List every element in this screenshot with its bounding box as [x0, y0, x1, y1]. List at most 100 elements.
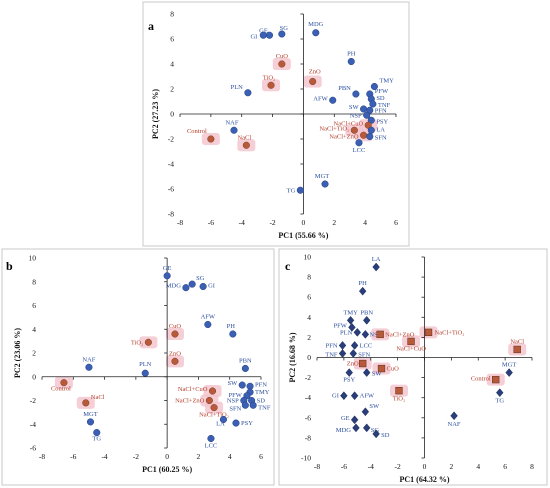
panel-a-x-tick-label: 2	[332, 218, 336, 227]
panel-a-point-afw-label: AFW	[313, 95, 328, 102]
panel-b-point-mgt	[86, 418, 95, 426]
panel-c-x-tick-label: 4	[476, 462, 480, 471]
panel-c-point-sg-label: SG	[371, 427, 380, 434]
panel-b-frame	[1, 248, 275, 486]
panel-b-point-sw-label: SW	[227, 380, 238, 387]
panel-a-x-tick-label: 4	[363, 218, 367, 227]
panel-c-point-nacl	[513, 345, 521, 354]
panel-a-x-tick-label: 0	[302, 218, 306, 227]
panel-b-point-control	[60, 379, 68, 387]
panel-c-point-nacl-label: NaCl	[510, 338, 524, 345]
panel-a-letter: a	[148, 19, 154, 33]
panel-c-point-pbn	[362, 315, 371, 325]
panel-b-point-zno-label: ZnO	[169, 350, 181, 357]
panel-b-point-sd-label: SD	[257, 398, 266, 405]
panel-a-x-axis-title: PC1 (55.66 %)	[278, 231, 328, 240]
panel-a-x-tick-label: 6	[394, 218, 398, 227]
panel-a-y-tick-label: -6	[168, 185, 174, 194]
panel-b-point-nacl-plus-cuo-label: NaCl+CuO	[178, 386, 208, 393]
panel-b-x-axis-title: PC1 (60.25 %)	[142, 465, 192, 474]
panel-a-point-nacl	[242, 141, 250, 149]
panel-b-y-tick-label: -6	[30, 444, 36, 453]
panel-c-y-axis-title: PC2 (16.68 %)	[288, 332, 297, 382]
panel-a-point-ge-label: GE	[259, 27, 268, 34]
panel-b-y-tick-label: 0	[32, 372, 36, 381]
panel-c-point-naf-label: NAF	[448, 421, 461, 428]
panel-c-point-ge-label: GE	[341, 415, 350, 422]
panel-c-x-tick-label: -8	[314, 462, 320, 471]
panel-c-point-tnf	[338, 349, 347, 358]
panel-c-point-afw	[350, 391, 359, 401]
panel-b-point-ph	[229, 330, 237, 338]
panel-b-point-mgt-label: MGT	[83, 411, 97, 418]
panel-a-y-tick-label: -4	[168, 160, 174, 169]
panel-b-point-naf-label: NAF	[82, 356, 95, 363]
panel-c-point-nacl-plus-tio2	[424, 328, 433, 337]
panel-b-x-tick-label: -4	[101, 452, 107, 461]
panel-a-y-axis-title: PC2 (27.23 %)	[151, 89, 160, 139]
panel-b-y-tick-label: 4	[32, 325, 36, 334]
panel-c-y-tick-label: -10	[301, 454, 311, 463]
panel-a-y-tick-label: 0	[170, 110, 174, 119]
panel-a-point-tg	[296, 186, 304, 194]
panel-c-point-psy	[345, 368, 353, 377]
panel-a-point-nacl-plus-tio2-label: NaCl+TiO₂	[319, 125, 349, 132]
panel-a-y-tick-label: 8	[170, 10, 174, 19]
panel-c-point-pln-label: PLN	[340, 329, 353, 336]
panel-b-point-nacl-plus-tio2	[210, 404, 218, 412]
panel-b-point-tmy-label: TMY	[255, 389, 270, 396]
panel-c-y-tick-label: -6	[305, 413, 311, 422]
panel-a-point-tnf-label: TNF	[378, 102, 391, 109]
panel-a-point-nacl-plus-zno-label: NaCl+ZnO	[329, 133, 359, 140]
panel-c-y-tick-label: 8	[307, 273, 311, 282]
panel-a-point-sd-label: SD	[376, 95, 385, 102]
panel-b-point-afw	[204, 320, 212, 329]
panel-b-point-control-label: Control	[51, 386, 71, 393]
panel-c-point-nacl-plus-cuo-label: NaCl+CuO	[396, 345, 426, 352]
panel-a-point-tnf	[369, 100, 377, 108]
panel-b-point-afw-label: AFW	[201, 314, 216, 321]
panel-b-point-nacl-plus-zno-label: NaCl+ZnO	[175, 398, 205, 405]
panel-c-point-mdg	[352, 423, 360, 433]
panel-a-point-la-label: LA	[376, 126, 385, 133]
panel-b-x-tick-label: -8	[39, 452, 45, 461]
panel-c-point-cuo-label: CuO	[387, 366, 400, 373]
panel-a-point-mdg-label: MDG	[308, 21, 323, 28]
panel-c-y-tick-label: 10	[304, 253, 312, 262]
panel-c-point-nacl-plus-zno	[376, 330, 384, 339]
panel-c-x-axis-title: PC1 (64.32 %)	[400, 475, 450, 484]
panel-b-point-psy	[232, 419, 240, 427]
panel-a-point-tg-label: TG	[287, 187, 296, 194]
panel-a-point-nacl-plus-zno	[360, 131, 368, 139]
panel-b-point-gi-label: GI	[208, 283, 215, 290]
panel-a-point-sfn-label: SFN	[375, 135, 387, 142]
panel-c-point-nacl-plus-tio2-label: NaCl+TiO₂	[435, 329, 465, 336]
panel-b-point-cuo-label: CuO	[169, 323, 182, 330]
panel-b-point-pln-label: PLN	[139, 361, 152, 368]
panel-b-point-sfn-label: SFN	[229, 405, 241, 412]
panel-c-point-sfn	[349, 349, 358, 358]
panel-b-y-tick-label: 6	[32, 301, 36, 310]
panel-a-y-tick-label: 4	[170, 60, 174, 69]
panel-b-point-pbn-label: PBN	[239, 357, 252, 364]
panel-c-point-pfn-label: PFN	[326, 342, 338, 349]
panel-a-point-ph-label: PH	[347, 51, 356, 58]
panel-c-point-sd	[372, 429, 380, 439]
panel-b-y-tick-label: 10	[29, 254, 37, 263]
panel-b-point-naf	[85, 363, 93, 371]
panel-c-point-nacl-plus-cuo	[407, 337, 415, 346]
panel-c-y-tick-label: 0	[307, 353, 311, 362]
panel-a-point-gi-label: GI	[250, 33, 257, 40]
panel-c-point-tg-label: TG	[495, 398, 504, 405]
panel-c-point-lcc-label: LCC	[360, 342, 373, 349]
panel-b-point-tio2-label: TiO₂	[131, 339, 144, 346]
panel-c-y-tick-label: -2	[305, 373, 311, 382]
panel-a-point-pln-label: PLN	[231, 84, 244, 91]
panel-a-point-nsp-label: NSP	[350, 112, 362, 119]
panel-c-x-tick-label: -6	[341, 462, 347, 471]
panel-a-point-pbn-label: PBN	[338, 85, 351, 92]
panel-b-point-mdg	[182, 284, 190, 292]
panel-c-point-lcc	[350, 341, 359, 350]
panel-c-point-pbn-label: PBN	[360, 309, 373, 316]
panel-b-point-pfn-label: PFN	[255, 381, 267, 388]
